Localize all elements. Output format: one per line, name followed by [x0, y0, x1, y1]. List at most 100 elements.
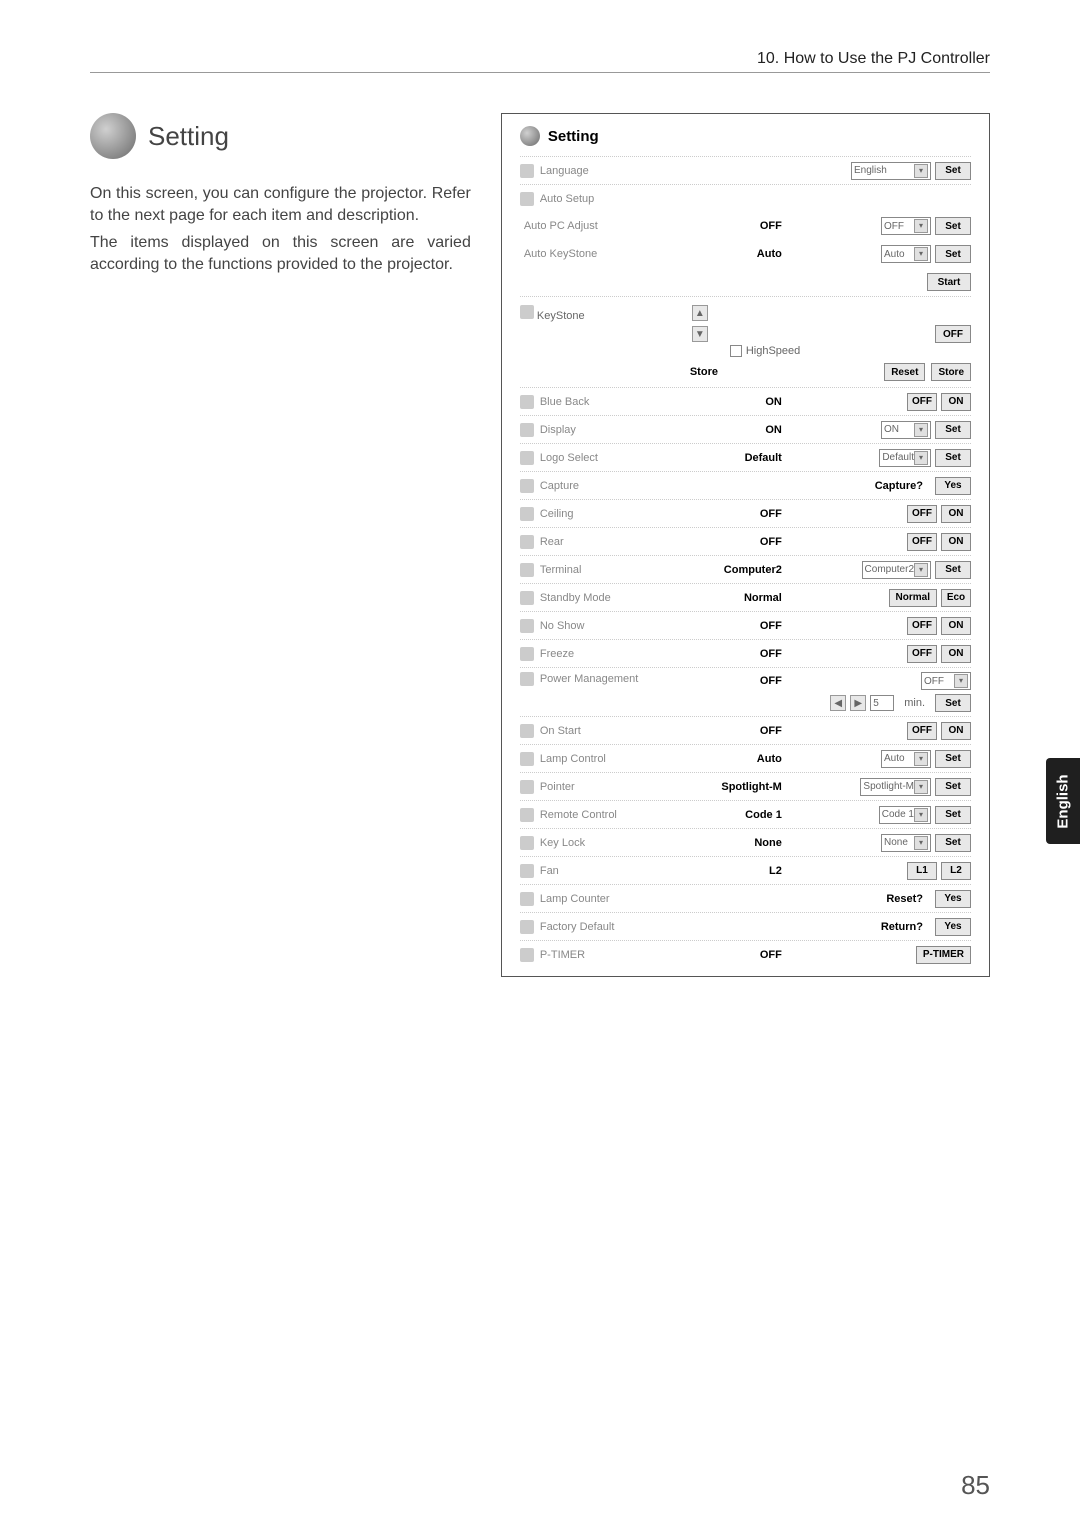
settings-panel: Setting Language English ▾ Set Auto S — [501, 113, 990, 977]
fan-icon — [520, 864, 534, 878]
ceiling-label: Ceiling — [540, 508, 574, 520]
terminal-set-button[interactable]: Set — [935, 561, 971, 579]
remote-set-button[interactable]: Set — [935, 806, 971, 824]
rear-label: Rear — [540, 536, 564, 548]
lampcounter-label: Lamp Counter — [540, 893, 610, 905]
ptimer-button[interactable]: P-TIMER — [916, 946, 971, 964]
return-question: Return? — [881, 921, 923, 933]
pm-value: OFF — [924, 676, 944, 687]
fan-l1-button[interactable]: L1 — [907, 862, 937, 880]
auto-pc-select[interactable]: OFF ▾ — [881, 217, 931, 235]
pm-left-button[interactable]: ◀ — [830, 695, 846, 711]
ceiling-off-button[interactable]: OFF — [907, 505, 937, 523]
lampcounter-icon — [520, 892, 534, 906]
pm-minutes-input[interactable]: 5 — [870, 695, 894, 711]
pointer-set-button[interactable]: Set — [935, 778, 971, 796]
ptimer-status: OFF — [670, 949, 790, 961]
lamp-label: Lamp Control — [540, 753, 606, 765]
terminal-select[interactable]: Computer2 ▾ — [862, 561, 931, 579]
freeze-off-button[interactable]: OFF — [907, 645, 937, 663]
display-select[interactable]: ON ▾ — [881, 421, 931, 439]
keylock-status: None — [670, 837, 790, 849]
pm-right-button[interactable]: ▶ — [850, 695, 866, 711]
auto-keystone-label: Auto KeyStone — [524, 248, 597, 260]
lamp-set-button[interactable]: Set — [935, 750, 971, 768]
fan-l2-button[interactable]: L2 — [941, 862, 971, 880]
onstart-off-button[interactable]: OFF — [907, 722, 937, 740]
keystone-down-button[interactable]: ▼ — [692, 326, 708, 342]
section-title: Setting — [148, 118, 229, 154]
lampcounter-yes-button[interactable]: Yes — [935, 890, 971, 908]
language-label: Language — [540, 165, 589, 177]
pointer-label: Pointer — [540, 781, 575, 793]
keylock-set-button[interactable]: Set — [935, 834, 971, 852]
keylock-select[interactable]: None ▾ — [881, 834, 931, 852]
auto-ks-value: Auto — [884, 249, 905, 260]
highspeed-checkbox[interactable] — [730, 345, 742, 357]
logo-status: Default — [670, 452, 790, 464]
auto-pc-status: OFF — [670, 220, 790, 232]
display-value: ON — [884, 424, 899, 435]
panel-gear-icon — [520, 126, 540, 146]
standby-eco-button[interactable]: Eco — [941, 589, 971, 607]
auto-setup-icon — [520, 192, 534, 206]
standby-normal-button[interactable]: Normal — [889, 589, 937, 607]
blueback-status: ON — [670, 396, 790, 408]
chevron-down-icon: ▾ — [914, 780, 928, 794]
factory-yes-button[interactable]: Yes — [935, 918, 971, 936]
display-set-button[interactable]: Set — [935, 421, 971, 439]
freeze-on-button[interactable]: ON — [941, 645, 971, 663]
auto-ks-set-button[interactable]: Set — [935, 245, 971, 263]
logo-set-button[interactable]: Set — [935, 449, 971, 467]
auto-pc-set-button[interactable]: Set — [935, 217, 971, 235]
pointer-value: Spotlight-M — [863, 781, 914, 792]
keystone-reset-button[interactable]: Reset — [884, 363, 925, 381]
keystone-label: KeyStone — [537, 310, 585, 322]
ceiling-status: OFF — [670, 508, 790, 520]
blueback-off-button[interactable]: OFF — [907, 393, 937, 411]
freeze-label: Freeze — [540, 648, 574, 660]
ptimer-label: P-TIMER — [540, 949, 585, 961]
display-status: ON — [670, 424, 790, 436]
keystone-up-button[interactable]: ▲ — [692, 305, 708, 321]
noshow-on-button[interactable]: ON — [941, 617, 971, 635]
auto-ks-select[interactable]: Auto ▾ — [881, 245, 931, 263]
keylock-icon — [520, 836, 534, 850]
logo-select[interactable]: Default ▾ — [879, 449, 931, 467]
lamp-select[interactable]: Auto ▾ — [881, 750, 931, 768]
chevron-down-icon: ▾ — [914, 451, 928, 465]
factory-icon — [520, 920, 534, 934]
pointer-status: Spotlight-M — [670, 781, 790, 793]
auto-ks-status: Auto — [670, 248, 790, 260]
remote-icon — [520, 808, 534, 822]
remote-select[interactable]: Code 1 ▾ — [879, 806, 931, 824]
rear-on-button[interactable]: ON — [941, 533, 971, 551]
pointer-select[interactable]: Spotlight-M ▾ — [860, 778, 931, 796]
blueback-on-button[interactable]: ON — [941, 393, 971, 411]
chevron-down-icon: ▾ — [914, 423, 928, 437]
keystone-store-button[interactable]: Store — [931, 363, 971, 381]
remote-value: Code 1 — [882, 809, 914, 820]
onstart-on-button[interactable]: ON — [941, 722, 971, 740]
pm-set-button[interactable]: Set — [935, 694, 971, 712]
terminal-icon — [520, 563, 534, 577]
keystone-off-button[interactable]: OFF — [935, 325, 971, 343]
pm-select[interactable]: OFF ▾ — [921, 672, 971, 690]
chevron-down-icon: ▾ — [914, 563, 928, 577]
terminal-label: Terminal — [540, 564, 582, 576]
pm-status: OFF — [670, 675, 790, 687]
ceiling-on-button[interactable]: ON — [941, 505, 971, 523]
capture-yes-button[interactable]: Yes — [935, 477, 971, 495]
freeze-status: OFF — [670, 648, 790, 660]
chevron-down-icon: ▾ — [914, 808, 928, 822]
header-rule — [90, 72, 990, 73]
rear-off-button[interactable]: OFF — [907, 533, 937, 551]
fan-status: L2 — [670, 865, 790, 877]
noshow-off-button[interactable]: OFF — [907, 617, 937, 635]
language-set-button[interactable]: Set — [935, 162, 971, 180]
auto-setup-label: Auto Setup — [540, 193, 594, 205]
auto-setup-start-button[interactable]: Start — [927, 273, 971, 291]
language-select[interactable]: English ▾ — [851, 162, 931, 180]
intro-paragraph-2: The items displayed on this screen are v… — [90, 232, 471, 277]
language-side-tab: English — [1046, 758, 1080, 844]
